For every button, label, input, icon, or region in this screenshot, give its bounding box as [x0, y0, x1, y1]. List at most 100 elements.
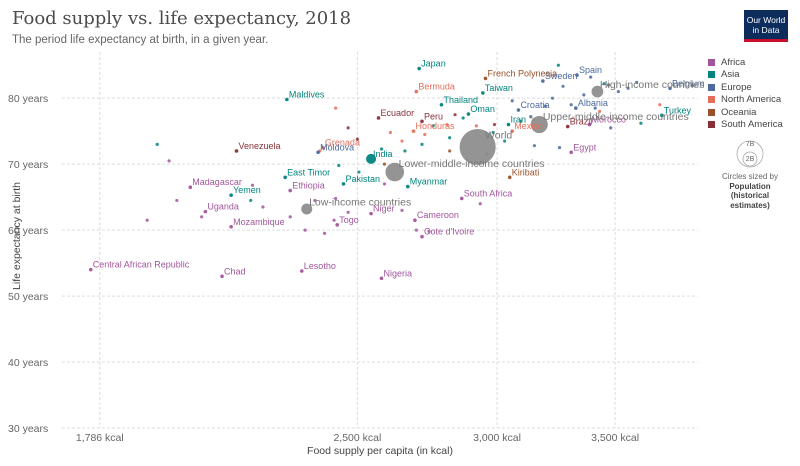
data-point	[565, 124, 570, 129]
data-point	[541, 79, 545, 83]
size-circle-small	[742, 151, 758, 167]
data-point	[366, 153, 377, 164]
chart-subtitle: The period life expectancy at birth, in …	[12, 34, 269, 46]
point-label: Pakistan	[345, 174, 380, 184]
data-point	[414, 228, 418, 232]
point-label: Belgium	[672, 78, 705, 88]
data-point	[660, 113, 664, 118]
data-point	[466, 112, 471, 116]
size-caption: Circles sized by Population (historical …	[708, 172, 792, 210]
data-point	[229, 225, 233, 229]
point-label: Egypt	[573, 142, 597, 152]
data-point	[668, 86, 672, 91]
x-axis-title: Food supply per capita (in kcal)	[307, 445, 453, 457]
aggregate-label: World	[485, 130, 512, 142]
data-point	[332, 218, 336, 222]
y-tick-label: 50 years	[8, 291, 48, 303]
size-legend: 7B 2B Circles sized by Population (histo…	[708, 138, 792, 210]
legend-label: Asia	[721, 69, 740, 80]
point-label: Venezuela	[239, 141, 281, 151]
legend-swatch	[708, 83, 715, 91]
y-axis-title: Life expectancy at birth	[11, 182, 23, 290]
legend-label: South America	[721, 119, 783, 130]
data-point	[589, 75, 593, 79]
data-point	[602, 82, 606, 86]
point-label: Morocco	[592, 115, 627, 125]
data-point	[453, 113, 457, 117]
data-point	[155, 142, 159, 146]
point-label: Yemen	[233, 185, 261, 195]
data-point	[507, 175, 512, 180]
size-legend-circles: 7B 2B	[736, 140, 764, 168]
legend-label: North America	[721, 94, 782, 105]
point-label: Spain	[579, 65, 602, 75]
data-point	[229, 193, 233, 197]
data-point	[376, 116, 381, 120]
point-label: French Polynesia	[487, 68, 557, 78]
point-label: Turkey	[664, 105, 692, 115]
legend-item-europe[interactable]: Europe	[708, 81, 798, 93]
data-point	[203, 209, 208, 214]
data-point	[593, 106, 597, 110]
legend-item-africa[interactable]: Africa	[708, 56, 798, 68]
y-tick-label: 30 years	[8, 423, 48, 435]
data-point	[483, 76, 488, 81]
point-label: Nigeria	[384, 268, 413, 278]
point-label: East Timor	[287, 167, 330, 177]
point-label: Albania	[578, 98, 608, 108]
data-point	[379, 276, 384, 281]
data-point	[357, 170, 361, 174]
size-label-small: 2B	[746, 156, 755, 163]
data-point	[288, 188, 292, 193]
data-point	[420, 142, 424, 146]
legend-item-asia[interactable]: Asia	[708, 69, 798, 81]
y-tick-label: 40 years	[8, 357, 48, 369]
data-point	[285, 97, 289, 102]
data-point	[616, 89, 620, 94]
data-point	[261, 205, 265, 209]
data-point	[427, 229, 431, 234]
data-point	[321, 145, 325, 150]
size-caption-bold-2: (historical	[730, 191, 770, 200]
legend-item-south-america[interactable]: South America	[708, 119, 798, 131]
point-label: Uganda	[207, 202, 239, 212]
data-point	[516, 108, 521, 112]
aggregate-label: Lower-middle-income countries	[399, 158, 545, 170]
legend-swatch	[708, 71, 715, 78]
data-point	[506, 122, 511, 127]
legend-label: Africa	[721, 56, 746, 68]
data-point	[220, 274, 224, 279]
data-point	[400, 139, 404, 143]
data-point	[188, 185, 193, 190]
point-label: Lesotho	[304, 261, 336, 271]
x-tick-label: 3,000 kcal	[473, 432, 521, 444]
data-point	[556, 63, 560, 67]
aggregate-point	[458, 128, 497, 166]
data-point	[459, 196, 464, 201]
owid-logo[interactable]: Our World in Data	[744, 10, 788, 42]
point-label: Mexico	[514, 121, 543, 131]
data-point	[382, 162, 387, 166]
point-label: Mozambique	[233, 217, 285, 227]
point-label: Croatia	[520, 100, 549, 110]
size-circle-large	[736, 140, 764, 168]
data-point	[145, 218, 149, 222]
legend-item-oceania[interactable]: Oceania	[708, 106, 798, 118]
chart-title: Food supply vs. life expectancy, 2018	[12, 8, 352, 29]
logo-line-2: in Data	[752, 25, 780, 35]
aggregate-point	[529, 115, 549, 134]
data-point	[431, 124, 435, 128]
point-label: Niger	[373, 204, 395, 214]
data-point	[303, 228, 307, 232]
data-point	[420, 119, 424, 124]
size-caption-bold-1: Population	[729, 181, 771, 191]
legend-item-north-america[interactable]: North America	[708, 94, 798, 106]
data-point	[635, 80, 639, 84]
x-tick-label: 1,786 kcal	[76, 432, 124, 444]
data-point	[420, 234, 424, 239]
data-point	[341, 182, 346, 186]
point-label: Thailand	[443, 95, 478, 105]
data-point	[423, 132, 427, 137]
data-point	[532, 144, 537, 148]
size-caption-bold-3: estimates)	[730, 200, 770, 210]
